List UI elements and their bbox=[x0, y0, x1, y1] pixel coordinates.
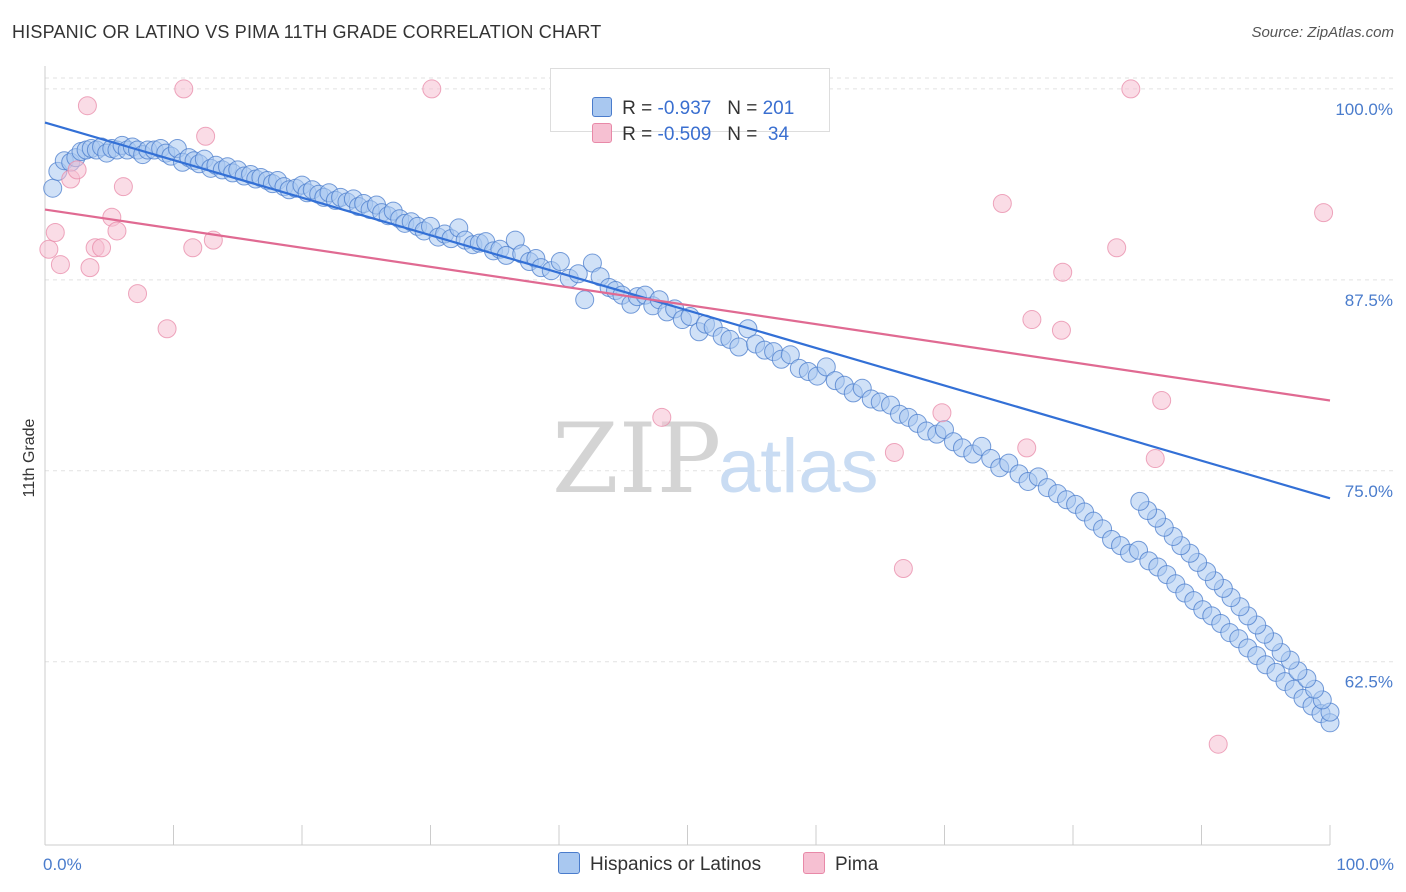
legend-row-hispanics: R = -0.937 N = 201 bbox=[571, 75, 794, 119]
legend-r-value: -0.509 bbox=[657, 124, 712, 145]
data-point bbox=[1051, 320, 1071, 340]
data-point bbox=[1208, 734, 1228, 754]
chart-title: HISPANIC OR LATINO VS PIMA 11TH GRADE CO… bbox=[12, 22, 602, 42]
data-point bbox=[1145, 449, 1165, 469]
legend-r-label: R = bbox=[622, 98, 658, 119]
watermark-zip: ZIP bbox=[552, 403, 721, 515]
data-point bbox=[196, 126, 216, 146]
data-point bbox=[575, 290, 595, 310]
y-tick-label: 75.0% bbox=[1345, 482, 1393, 501]
data-point bbox=[932, 403, 952, 423]
axes bbox=[44, 66, 1331, 846]
series-pima bbox=[39, 79, 1334, 754]
data-point bbox=[113, 177, 133, 197]
legend-n-label: N = bbox=[727, 124, 763, 145]
data-point bbox=[780, 345, 800, 365]
legend-swatch-pima bbox=[803, 852, 825, 874]
data-point bbox=[422, 79, 442, 99]
trend-line-pima bbox=[44, 208, 1331, 402]
data-point bbox=[92, 238, 112, 258]
data-point bbox=[1130, 491, 1150, 511]
data-point bbox=[1022, 310, 1042, 330]
y-tick-label: 62.5% bbox=[1345, 673, 1393, 692]
legend-item-hispanics[interactable]: Hispanics or Latinos bbox=[558, 852, 761, 876]
data-point bbox=[80, 258, 100, 278]
data-point bbox=[128, 284, 148, 304]
legend-swatch-hispanics bbox=[558, 852, 580, 874]
trend-line-hispanics bbox=[44, 121, 1331, 500]
data-point bbox=[1053, 262, 1073, 282]
data-point bbox=[1121, 79, 1141, 99]
x-tick-label: 0.0% bbox=[43, 855, 82, 874]
legend-swatch-pima bbox=[592, 123, 613, 143]
data-point bbox=[107, 221, 127, 241]
data-point bbox=[157, 319, 177, 339]
legend-r-label: R = bbox=[622, 124, 658, 145]
data-point bbox=[183, 238, 203, 258]
data-point bbox=[1314, 203, 1334, 223]
data-point bbox=[816, 357, 836, 377]
data-point bbox=[1152, 391, 1172, 411]
y-tick-label: 100.0% bbox=[1335, 100, 1393, 119]
series-legend: Hispanics or Latinos Pima bbox=[0, 852, 1406, 878]
legend-n-value: 201 bbox=[762, 98, 795, 119]
x-tick-label: 100.0% bbox=[1336, 855, 1394, 874]
data-point bbox=[884, 442, 904, 462]
legend-n-value: 34 bbox=[762, 124, 790, 145]
legend-item-pima[interactable]: Pima bbox=[803, 852, 878, 876]
legend-n-label: N = bbox=[727, 98, 763, 119]
data-point bbox=[174, 79, 194, 99]
data-point bbox=[43, 178, 63, 198]
legend-row-pima: R = -0.509 N = 34 bbox=[571, 101, 789, 145]
data-point bbox=[992, 193, 1012, 213]
legend-label-hispanics: Hispanics or Latinos bbox=[590, 854, 762, 875]
y-axis-title: 11th Grade bbox=[21, 418, 38, 497]
data-point bbox=[893, 559, 913, 579]
data-point bbox=[45, 222, 65, 242]
trend-lines bbox=[44, 121, 1331, 500]
data-point bbox=[77, 96, 97, 116]
watermark: ZIP atlas bbox=[552, 403, 879, 515]
data-point bbox=[550, 252, 570, 272]
watermark-atlas: atlas bbox=[718, 424, 879, 509]
data-point bbox=[729, 337, 749, 357]
data-point bbox=[67, 160, 87, 180]
source-credit: Source: ZipAtlas.com bbox=[1251, 24, 1394, 41]
data-point bbox=[1017, 438, 1037, 458]
stats-legend: R = -0.937 N = 201 R = -0.509 N = 34 bbox=[550, 68, 830, 145]
legend-r-value: -0.937 bbox=[657, 98, 712, 119]
data-point bbox=[39, 239, 59, 259]
data-point bbox=[50, 255, 70, 275]
y-tick-label: 87.5% bbox=[1345, 291, 1393, 310]
legend-label-pima: Pima bbox=[835, 854, 879, 875]
legend-swatch-hispanics bbox=[592, 97, 613, 117]
data-point bbox=[1107, 238, 1127, 258]
tick-labels: 100.0% 87.5% 75.0% 62.5% 0.0% 100.0% bbox=[43, 100, 1394, 874]
data-point bbox=[652, 407, 672, 427]
